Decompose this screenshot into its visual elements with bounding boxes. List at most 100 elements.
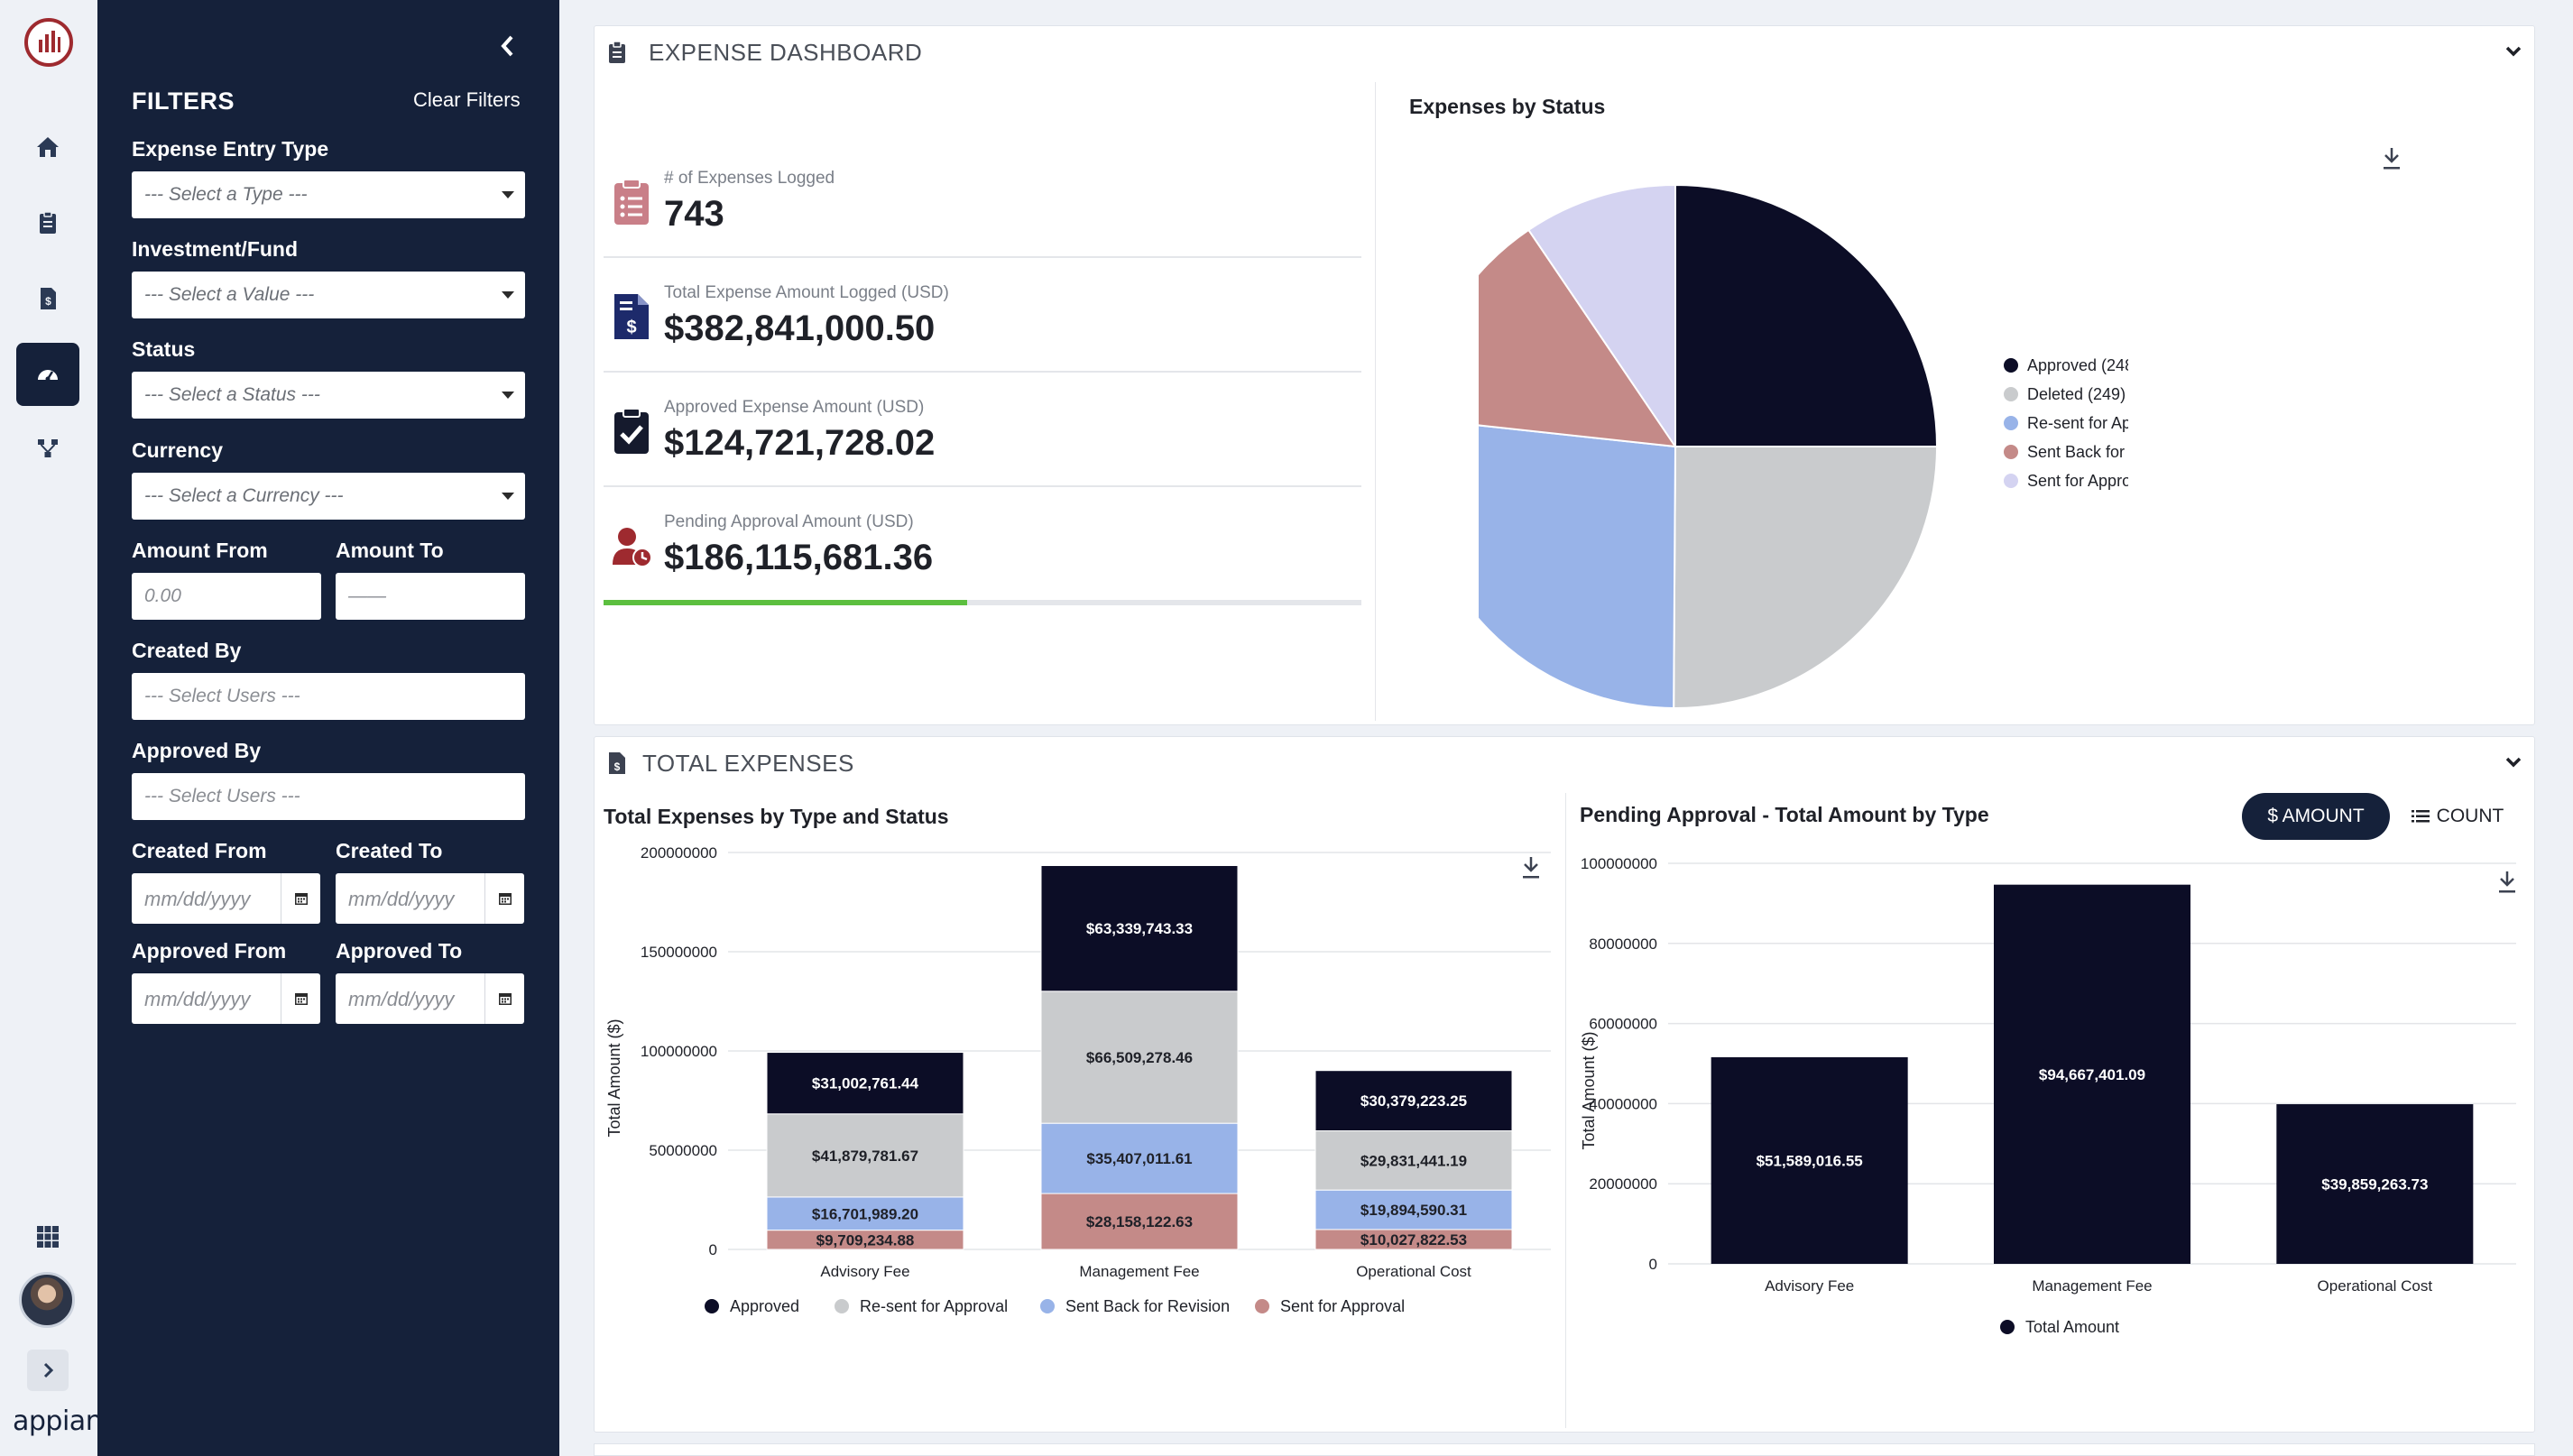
chevron-left-icon[interactable] <box>494 32 521 60</box>
chevron-down-icon[interactable] <box>2505 46 2522 57</box>
y-tick-label: 80000000 <box>1589 935 1657 953</box>
kpi-value: $382,841,000.50 <box>664 309 936 348</box>
list-icon <box>2411 810 2430 823</box>
y-tick-label: 0 <box>1649 1256 1657 1273</box>
bar-segment <box>1040 1193 1239 1250</box>
status-label: Status <box>132 337 196 361</box>
panel-divider <box>1565 793 1566 1428</box>
logo-icon <box>39 31 60 52</box>
kpi-total-expense-amount: $ Total Expense Amount Logged (USD) $382… <box>604 258 1361 373</box>
amount-to-input[interactable]: —— <box>336 573 525 620</box>
legend-label: Sent for Approval <box>1280 1297 1405 1315</box>
svg-text:$: $ <box>626 318 636 337</box>
created-to-date[interactable]: mm/dd/yyyy <box>336 873 524 924</box>
kpi-pending-approval: Pending Approval Amount (USD) $186,115,6… <box>604 487 1361 602</box>
total-expenses-panel: $ TOTAL EXPENSES Total Expenses by Type … <box>594 736 2535 1433</box>
calendar-icon[interactable] <box>484 873 524 924</box>
filters-sidebar: FILTERS Clear Filters Expense Entry Type… <box>97 0 559 1456</box>
amount-toggle-button[interactable]: $ AMOUNT <box>2242 793 2390 840</box>
legend-label: Sent for Approval (94) <box>2027 472 2128 490</box>
clipboard-check-icon <box>614 408 649 454</box>
y-tick-label: 50000000 <box>649 1142 717 1159</box>
panel-title: TOTAL EXPENSES <box>642 750 854 777</box>
legend-marker <box>2000 1320 2015 1334</box>
chevron-right-icon <box>43 1362 54 1378</box>
chevron-down-icon[interactable] <box>2505 757 2522 768</box>
y-tick-label: 40000000 <box>1589 1095 1657 1112</box>
date-placeholder: mm/dd/yyyy <box>144 888 251 910</box>
network-icon[interactable] <box>16 417 79 480</box>
approved-by-picker[interactable]: --- Select Users --- <box>132 773 525 820</box>
select-placeholder: --- Select a Status --- <box>144 384 320 405</box>
y-tick-label: 60000000 <box>1589 1016 1657 1033</box>
expense-entry-type-select[interactable]: --- Select a Type --- <box>132 171 525 218</box>
home-icon[interactable] <box>16 115 79 179</box>
dashboard-icon[interactable] <box>16 343 79 406</box>
y-axis-label: Total Amount ($) <box>605 1018 623 1137</box>
invoice-icon[interactable]: $ <box>16 267 79 330</box>
kpi-value: $124,721,728.02 <box>664 423 936 463</box>
date-placeholder: mm/dd/yyyy <box>144 988 251 1010</box>
y-tick-label: 100000000 <box>1581 855 1657 872</box>
calendar-icon[interactable] <box>484 973 524 1024</box>
currency-label: Currency <box>132 438 223 462</box>
expand-rail-button[interactable] <box>27 1350 69 1391</box>
legend-label: Re-sent for Approval (264) <box>2027 414 2128 432</box>
created-from-date[interactable]: mm/dd/yyyy <box>132 873 320 924</box>
download-icon[interactable] <box>1518 854 1544 881</box>
legend-label: Approved (248) <box>2027 356 2128 374</box>
bar-segment <box>1040 1122 1239 1194</box>
kpi-label: # of Expenses Logged <box>664 169 835 188</box>
download-icon[interactable] <box>2495 869 2520 896</box>
bar <box>1994 884 2190 1264</box>
clear-filters-link[interactable]: Clear Filters <box>413 88 521 111</box>
data-label: $28,158,122.63 <box>1086 1213 1193 1230</box>
expense-dashboard-header[interactable]: EXPENSE DASHBOARD <box>595 26 2534 75</box>
kpi-label: Pending Approval Amount (USD) <box>664 512 914 531</box>
created-by-picker[interactable]: --- Select Users --- <box>132 673 525 720</box>
legend-marker <box>1040 1299 1055 1313</box>
pending-approval-bar-chart: 0 20000000 40000000 60000000 80000000 1000000… <box>1580 855 2516 1336</box>
currency-select[interactable]: --- Select a Currency --- <box>132 473 525 520</box>
pie-slice <box>1479 228 1678 448</box>
investment-fund-select[interactable]: --- Select a Value --- <box>132 272 525 318</box>
created-from-label: Created From <box>132 839 267 862</box>
status-select[interactable]: --- Select a Status --- <box>132 372 525 419</box>
avatar[interactable] <box>19 1272 75 1328</box>
amount-from-label: Amount From <box>132 539 268 562</box>
clipboard-list-icon <box>614 179 649 225</box>
y-tick-label: 20000000 <box>1589 1175 1657 1193</box>
legend-marker <box>2004 445 2018 459</box>
x-tick-label: Management Fee <box>2032 1277 2152 1295</box>
clipboard-icon[interactable] <box>16 191 79 254</box>
y-tick-label: 100000000 <box>641 1043 717 1060</box>
total-expenses-header[interactable]: $ TOTAL EXPENSES <box>595 737 2534 786</box>
app-logo[interactable] <box>24 18 73 67</box>
amount-from-input[interactable]: 0.00 <box>132 573 321 620</box>
kpi-expenses-logged: # of Expenses Logged 743 <box>604 143 1361 258</box>
calendar-icon[interactable] <box>281 873 320 924</box>
data-label: $10,027,822.53 <box>1360 1231 1467 1249</box>
caret-down-icon <box>502 291 514 299</box>
data-label: $39,859,263.73 <box>2321 1176 2428 1193</box>
created-by-label: Created By <box>132 639 242 662</box>
data-label: $29,831,441.19 <box>1360 1152 1467 1169</box>
expense-dashboard-panel: EXPENSE DASHBOARD # of Expenses Logged 7… <box>594 25 2535 725</box>
count-toggle-label: COUNT <box>2436 806 2504 826</box>
approved-to-date[interactable]: mm/dd/yyyy <box>336 973 524 1024</box>
app-grid-icon[interactable] <box>16 1205 79 1268</box>
bar-segment <box>766 1052 964 1115</box>
bar-segment <box>1314 1070 1513 1132</box>
pie-slice <box>1674 183 1939 447</box>
kpi-value: $186,115,681.36 <box>664 538 934 577</box>
bar <box>1711 1056 1908 1264</box>
data-label: $41,879,781.67 <box>812 1147 918 1165</box>
count-toggle-button[interactable]: COUNT <box>2399 793 2516 840</box>
approved-from-date[interactable]: mm/dd/yyyy <box>132 973 320 1024</box>
legend-label: Deleted (249) <box>2027 385 2126 403</box>
pie-slice <box>1479 424 1677 710</box>
download-icon[interactable] <box>2379 145 2404 172</box>
select-placeholder: --- Select a Type --- <box>144 184 308 205</box>
select-placeholder: --- Select a Value --- <box>144 284 315 305</box>
calendar-icon[interactable] <box>281 973 320 1024</box>
